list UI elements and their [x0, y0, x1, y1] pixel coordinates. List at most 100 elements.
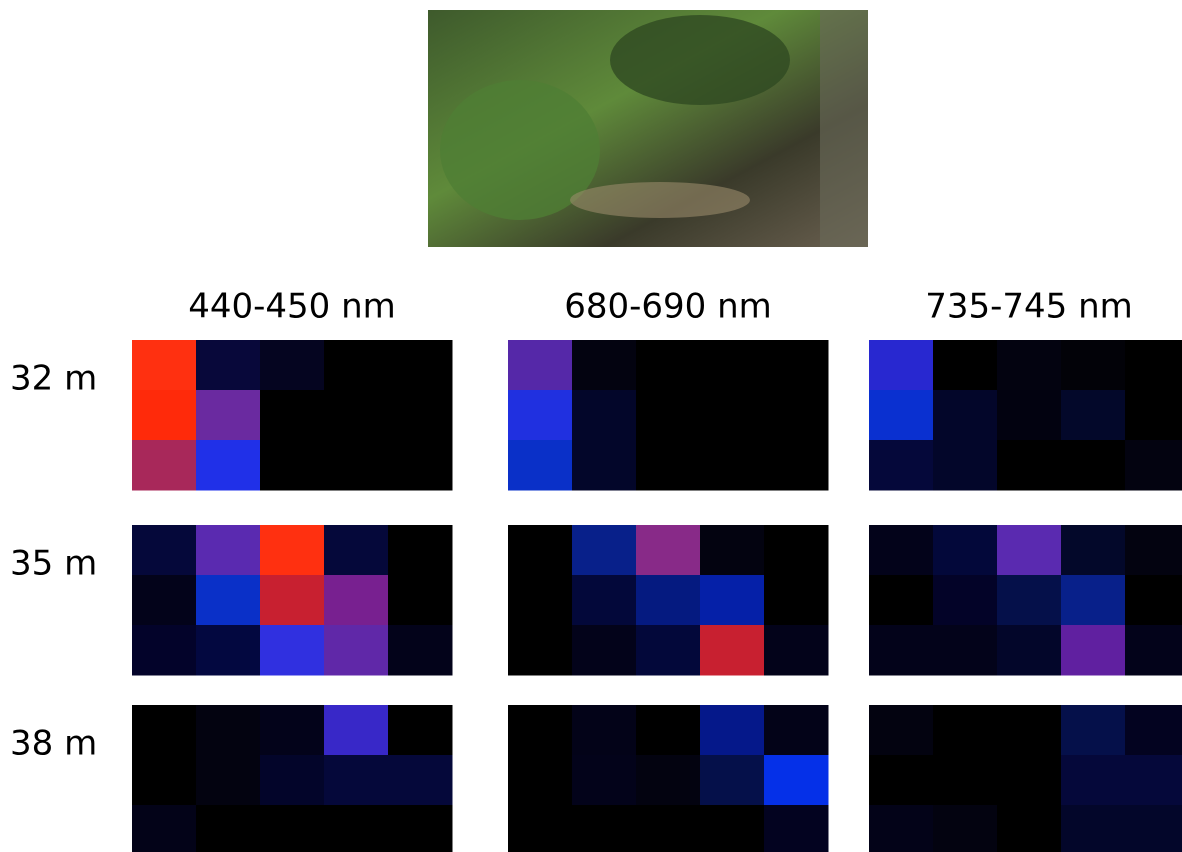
- heatmap-cell: [869, 390, 934, 441]
- heatmap-cell: [508, 390, 573, 441]
- heatmap-cell: [997, 625, 1062, 676]
- heatmap-cell: [997, 440, 1062, 491]
- heatmap-cell: [700, 755, 765, 806]
- heatmap-cell: [933, 440, 998, 491]
- heatmap-cell: [636, 440, 701, 491]
- heatmap-cell: [260, 755, 325, 806]
- heatmap-cell: [700, 440, 765, 491]
- heatmap-cell: [508, 705, 573, 756]
- heatmap-cell: [764, 805, 829, 852]
- heatmap-cell: [260, 340, 325, 391]
- heatmap-cell: [132, 755, 197, 806]
- heatmap-cell: [700, 390, 765, 441]
- heatmap-cell: [933, 575, 998, 626]
- heatmap-cell: [933, 340, 998, 391]
- heatmap-cell: [764, 440, 829, 491]
- column-label: 440-450 nm: [188, 287, 396, 327]
- heatmap-cell: [869, 805, 934, 852]
- heatmap-cell: [636, 575, 701, 626]
- heatmap-cell: [764, 390, 829, 441]
- heatmap-cell: [572, 340, 637, 391]
- heatmap-cell: [1125, 625, 1182, 676]
- heatmap-cell: [196, 705, 261, 756]
- heatmap-cell: [388, 440, 453, 491]
- heatmap-cell: [388, 390, 453, 441]
- heatmap-cell: [508, 805, 573, 852]
- heatmap-cell: [933, 755, 998, 806]
- heatmap-cell: [764, 625, 829, 676]
- heatmap-cell: [869, 705, 934, 756]
- heatmap-cell: [388, 340, 453, 391]
- heatmap-cell: [1125, 340, 1182, 391]
- heatmap-cell: [869, 340, 934, 391]
- heatmap-cell: [700, 575, 765, 626]
- heatmap-cell: [196, 390, 261, 441]
- heatmap-cell: [324, 340, 389, 391]
- heatmap-cell: [636, 805, 701, 852]
- heatmap-cell: [700, 705, 765, 756]
- row-label: 38 m: [10, 724, 97, 764]
- heatmap-cell: [869, 625, 934, 676]
- heatmap-cell: [764, 705, 829, 756]
- heatmap-cell: [933, 705, 998, 756]
- heatmap-cell: [869, 575, 934, 626]
- heatmap-cell: [260, 705, 325, 756]
- heatmap-cell: [1061, 805, 1126, 852]
- row-label: 32 m: [10, 359, 97, 399]
- heatmap-cell: [508, 625, 573, 676]
- heatmap-cell: [1061, 755, 1126, 806]
- heatmap-cell: [1125, 575, 1182, 626]
- heatmap-cell: [764, 340, 829, 391]
- heatmap-cell: [196, 805, 261, 852]
- heatmap-cell: [132, 805, 197, 852]
- heatmap-cell: [388, 705, 453, 756]
- heatmap-cell: [764, 525, 829, 576]
- heatmap-cell: [508, 440, 573, 491]
- heatmap-cell: [388, 755, 453, 806]
- heatmap-cell: [1061, 340, 1126, 391]
- heatmap-cell: [1125, 390, 1182, 441]
- heatmap-cell: [324, 625, 389, 676]
- heatmap-cell: [324, 440, 389, 491]
- heatmap-cell: [1061, 575, 1126, 626]
- heatmap-cell: [700, 525, 765, 576]
- heatmap-cell: [260, 575, 325, 626]
- heatmap-cell: [1125, 440, 1182, 491]
- heatmap-cell: [933, 390, 998, 441]
- heatmap-cell: [869, 525, 934, 576]
- heatmap-cell: [572, 625, 637, 676]
- heatmap-cell: [572, 575, 637, 626]
- heatmap-cell: [933, 805, 998, 852]
- heatmap-cell: [324, 390, 389, 441]
- heatmap-cell: [508, 525, 573, 576]
- heatmap-cell: [324, 755, 389, 806]
- heatmap-cell: [869, 755, 934, 806]
- heatmap-cell: [132, 525, 197, 576]
- heatmap-cell: [1061, 390, 1126, 441]
- heatmap-cell: [997, 705, 1062, 756]
- heatmap-cell: [324, 705, 389, 756]
- row-label: 35 m: [10, 544, 97, 584]
- heatmap-cell: [1125, 755, 1182, 806]
- heatmap-cell: [572, 805, 637, 852]
- heatmap-cell: [324, 805, 389, 852]
- heatmap-cell: [324, 525, 389, 576]
- heatmap-cell: [196, 525, 261, 576]
- heatmap-cell: [636, 390, 701, 441]
- heatmap-cell: [764, 755, 829, 806]
- heatmap-cell: [1061, 440, 1126, 491]
- heatmap-cell: [132, 705, 197, 756]
- heatmap-cell: [1061, 705, 1126, 756]
- heatmap-cell: [324, 575, 389, 626]
- heatmap-cell: [196, 755, 261, 806]
- heatmap-cell: [388, 575, 453, 626]
- heatmap-cell: [260, 525, 325, 576]
- heatmap-cell: [572, 705, 637, 756]
- heatmap-cell: [636, 625, 701, 676]
- heatmap-cell: [764, 575, 829, 626]
- heatmap-cell: [1061, 525, 1126, 576]
- photo: [428, 10, 868, 247]
- heatmap-cell: [1061, 625, 1126, 676]
- heatmap-cell: [700, 625, 765, 676]
- heatmap-cell: [260, 440, 325, 491]
